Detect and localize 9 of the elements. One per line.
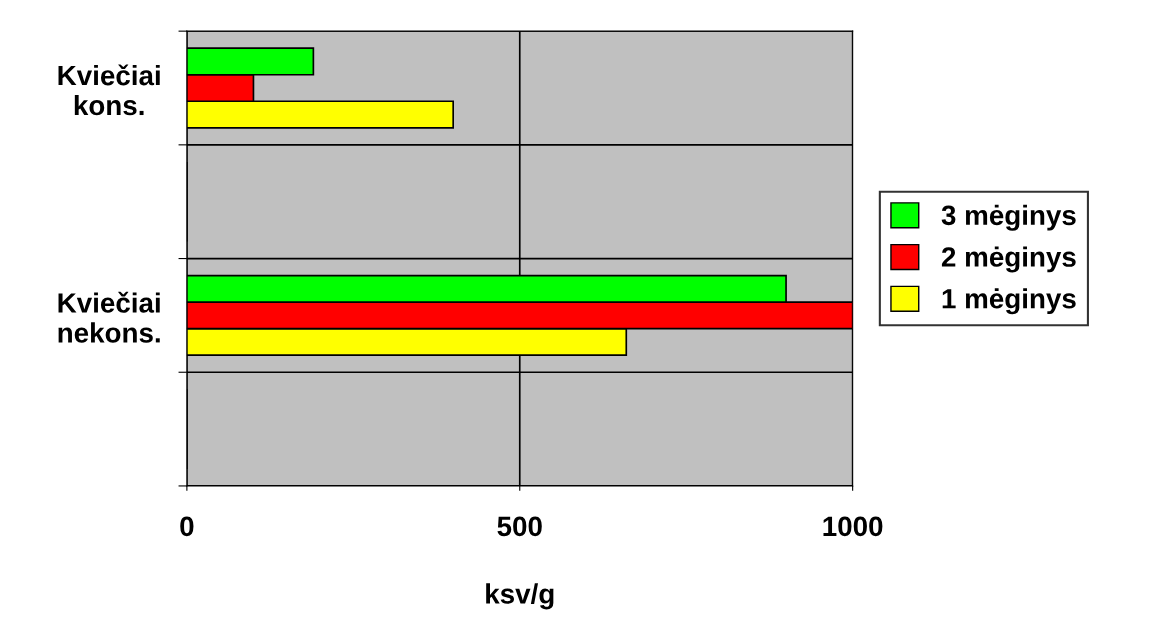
- x-tick-label: 1000: [823, 516, 883, 537]
- x-axis-title: ksv/g: [486, 583, 554, 610]
- y-tick-label: Kviečiai kons.: [58, 64, 160, 116]
- legend-label: 3 mėginys: [941, 204, 1076, 231]
- legend-label: 1 mėginys: [942, 288, 1076, 315]
- y-tick-label: Kviečiai nekons.: [58, 291, 160, 343]
- legend-label: 2 mėginys: [941, 246, 1076, 273]
- x-tick-label: 500: [497, 516, 542, 537]
- x-tick-label: 0: [180, 516, 194, 537]
